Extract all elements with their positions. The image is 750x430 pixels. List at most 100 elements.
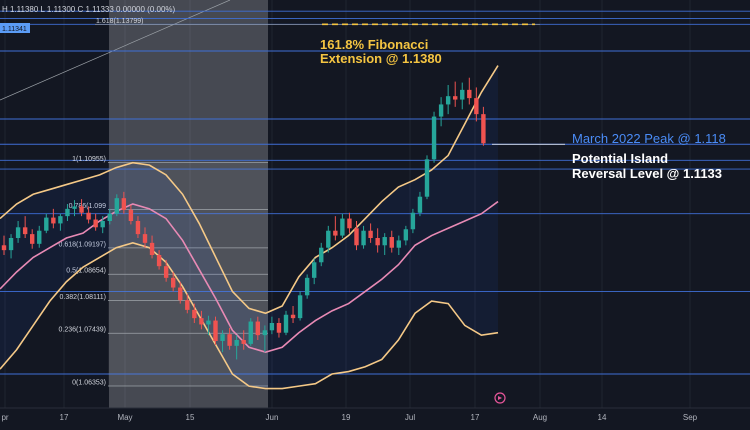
candle-body-15 [107,213,112,221]
candle-body-62 [438,104,444,117]
candle-body-42 [297,295,303,319]
replay-icon[interactable] [494,392,506,404]
candle-body-36 [255,321,260,336]
candle-body-18 [128,209,134,221]
candle-body-66 [467,89,472,99]
bollinger-upper-line [0,65,499,315]
candle-body-35 [248,321,253,344]
annotation-1: Extension @ 1.1380 [320,51,442,66]
candle-body-8 [58,216,63,224]
candle-body-32 [227,334,232,346]
bollinger-bands [0,65,499,390]
candle-body-49 [347,218,352,229]
candle-body-61 [431,116,437,160]
candle-body-7 [51,217,56,224]
candle-body-13 [93,219,98,228]
candle-body-39 [276,323,282,333]
candle-body-12 [86,212,91,220]
price-tag-text: 1.11341 [2,26,27,33]
candle-body-1 [8,238,14,251]
candle-body-11 [79,206,84,213]
candle-body-63 [445,96,451,105]
fib-label-0.786: 0.786(1.099 [69,203,106,210]
x-tick-label-2: May [117,413,132,422]
fib-label-1.618: 1.618(1.13799) [96,18,143,25]
candle-body-14 [100,221,105,228]
candle-body-37 [262,330,268,336]
trend-line [0,0,231,101]
candle-body-23 [163,266,169,278]
candle-body-43 [304,277,310,296]
candle-body-38 [269,323,275,331]
candle-body-5 [37,230,42,244]
fib-label-1: 1(1.10955) [72,156,106,163]
moving-average-line [0,200,499,353]
candle-body-21 [149,242,155,255]
candle-body-46 [326,230,331,248]
candle-body-25 [178,287,183,301]
x-axis: pr 17 May 15 Jun 19 Jul 17 Aug 14 Sep [0,407,750,422]
candle-body-10 [72,206,77,209]
candle-body-4 [30,234,35,244]
bollinger-lower-line [0,242,499,390]
candle-body-57 [403,229,409,241]
candle-body-50 [354,228,359,246]
candle-body-34 [241,340,246,344]
candle-body-29 [206,320,211,325]
candle-body-44 [312,262,317,278]
candle-body-22 [156,255,162,267]
fib-label-0: 0(1.06353) [72,379,106,386]
x-tick-label-5: 19 [342,413,351,422]
candle-body-24 [171,277,176,288]
candlesticks [1,77,486,360]
x-tick-label-8: Aug [533,413,547,422]
candle-body-53 [375,238,380,246]
candle-body-0 [1,245,7,251]
candle-body-54 [382,237,387,246]
annotation-0: 161.8% Fibonacci [320,37,428,52]
price-tag-box [0,23,30,33]
candle-body-48 [340,218,345,236]
candle-body-68 [481,114,486,144]
fib-label-0.382: 0.382(1.08111) [60,294,106,301]
fib-label-0.5: 0.5(1.08654) [66,268,106,275]
x-tick-label-7: 17 [471,413,480,422]
candle-body-20 [142,234,148,243]
candle-body-3 [22,227,28,235]
candle-body-64 [453,96,458,100]
band-fill [0,65,498,389]
candle-body-28 [199,318,204,325]
candle-body-67 [474,98,479,115]
candle-body-40 [283,314,289,333]
candle-body-55 [389,237,394,248]
candle-body-47 [333,230,338,236]
candle-body-41 [290,314,296,319]
ohlc-header: H 1.11380 L 1.11300 C 1.11333 0.00000 (0… [2,5,176,14]
candle-body-6 [44,217,49,231]
candle-body-2 [15,227,21,238]
candle-body-26 [185,300,190,310]
candle-body-52 [368,230,373,238]
candle-body-9 [65,208,70,217]
annotation-2: March 2022 Peak @ 1.118 [572,131,726,146]
fib-label-0.618: 0.618(1.09197) [59,241,106,248]
x-tick-label-0: pr [1,413,8,422]
candle-body-17 [121,198,127,210]
annotation-3: Potential Island [572,151,668,166]
candle-body-33 [234,340,239,346]
candle-body-31 [220,334,225,341]
candle-body-19 [135,221,141,235]
candle-body-16 [114,198,119,214]
fib-label-0.236: 0.236(1.07439) [59,327,106,334]
ohlc-readout: H 1.11380 L 1.11300 C 1.11333 0.00000 (0… [2,5,176,14]
fib-zone [108,162,268,386]
x-tick-label-4: Jun [266,413,279,422]
candle-body-65 [460,89,465,100]
annotation-4: Reversal Level @ 1.1133 [572,166,722,181]
candle-body-45 [319,247,324,263]
candle-body-56 [396,240,401,248]
candle-body-58 [410,212,416,230]
x-tick-label-9: 14 [598,413,607,422]
